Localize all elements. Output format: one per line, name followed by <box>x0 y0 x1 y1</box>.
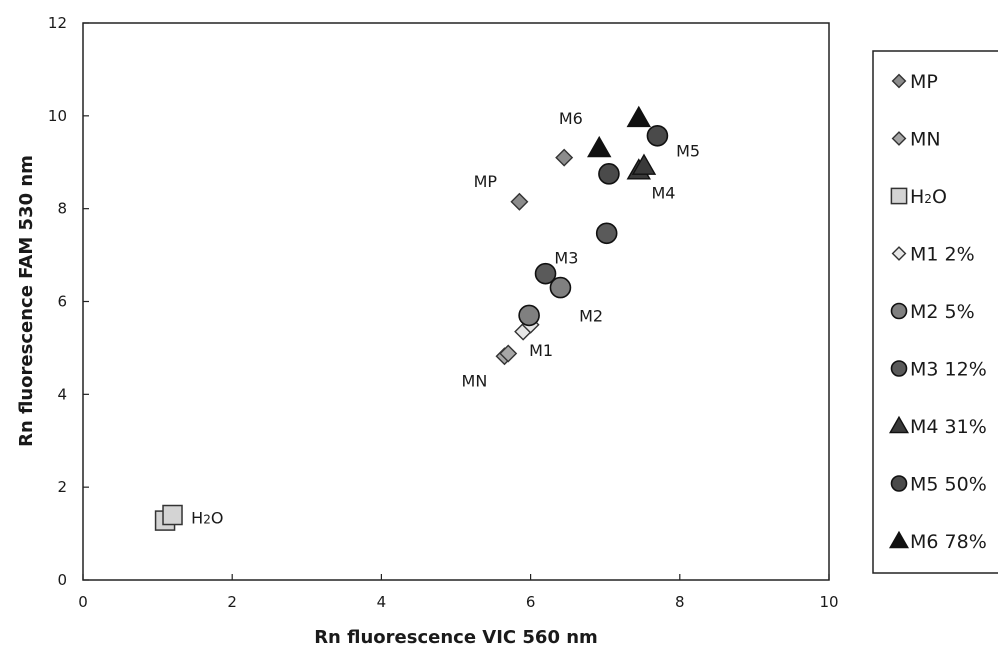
data-points <box>154 105 669 531</box>
point-h2o <box>162 504 183 526</box>
annotation-mp: MP <box>474 172 498 191</box>
x-tick-label: 2 <box>227 593 237 611</box>
legend-marker-m1 <box>891 246 907 261</box>
annotation-m3: M3 <box>554 248 578 267</box>
x-axis-ticks: 0 2 4 6 8 10 <box>78 574 839 611</box>
x-tick-label: 10 <box>819 593 838 611</box>
plot-area-frame <box>82 22 830 581</box>
y-tick-label: 12 <box>48 14 67 32</box>
annotation-h2o: H2O <box>191 508 223 527</box>
x-tick-label: 8 <box>675 593 685 611</box>
x-tick-label: 6 <box>526 593 536 611</box>
legend-label-m1: M1 2% <box>910 244 975 266</box>
point-m3 <box>595 222 618 245</box>
legend-label-m4: M4 31% <box>910 416 987 438</box>
y-axis-ticks: 0 2 4 6 8 10 12 <box>48 14 89 589</box>
legend-marker-m4 <box>888 415 910 434</box>
legend-marker-m2 <box>890 302 908 320</box>
annotation-m4: M4 <box>651 183 675 202</box>
legend-marker-h2o <box>890 187 908 205</box>
legend-marker-m6 <box>888 530 910 549</box>
y-tick-label: 8 <box>57 200 67 218</box>
y-tick-label: 6 <box>57 293 67 311</box>
point-m2 <box>518 304 540 327</box>
x-tick-label: 4 <box>377 593 387 611</box>
legend-marker-mn <box>891 131 907 146</box>
legend-marker-mp <box>891 73 907 89</box>
legend-label-m5: M5 50% <box>910 474 987 496</box>
y-tick-label: 0 <box>57 571 67 589</box>
legend: MP MN H2O M1 2% M2 5% M3 12% M4 31% M5 50% M6 78… <box>872 50 998 574</box>
point-m6 <box>626 105 651 128</box>
annotation-m6: M6 <box>559 109 583 128</box>
point-mp <box>510 192 529 211</box>
annotation-mn: MN <box>462 371 488 390</box>
point-mp <box>555 148 574 167</box>
point-annotations: M6 M5 MP M4 M3 M2 M1 MN H2O <box>191 109 700 527</box>
legend-label-m3: M3 12% <box>910 359 987 381</box>
y-axis-title: Rn fluorescence FAM 530 nm <box>16 155 37 447</box>
y-tick-label: 4 <box>57 385 67 403</box>
x-axis-title: Rn fluorescence VIC 560 nm <box>314 627 598 648</box>
legend-label-m6: M6 78% <box>910 531 987 553</box>
point-m4 <box>631 153 657 175</box>
point-m5 <box>646 124 669 147</box>
point-m3 <box>534 262 557 285</box>
legend-label-mn: MN <box>910 129 941 151</box>
legend-label-mp: MP <box>910 71 938 93</box>
point-m6 <box>587 135 612 158</box>
legend-marker-m5 <box>890 475 908 492</box>
point-mn <box>499 344 518 363</box>
y-tick-label: 2 <box>57 478 67 496</box>
y-tick-label: 10 <box>48 107 67 125</box>
legend-label-m2: M2 5% <box>910 301 975 323</box>
point-m5 <box>598 163 620 185</box>
x-tick-label: 0 <box>78 593 88 611</box>
annotation-m1: M1 <box>529 341 553 360</box>
legend-marker-m3 <box>890 360 908 377</box>
annotation-m2: M2 <box>579 306 603 325</box>
annotation-m5: M5 <box>676 142 700 161</box>
legend-label-h2o: H2O <box>910 186 947 208</box>
point-m2 <box>549 276 572 299</box>
